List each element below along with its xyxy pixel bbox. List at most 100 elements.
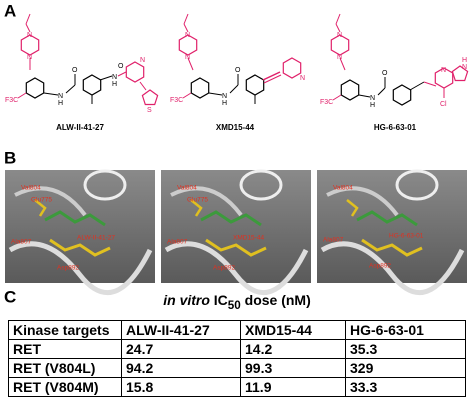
shape xyxy=(377,87,386,96)
table-cell: RET xyxy=(8,339,122,359)
shape: O xyxy=(382,70,388,77)
shape xyxy=(358,94,371,98)
residue xyxy=(34,199,47,217)
title-italic: in vitro xyxy=(163,292,210,308)
protein-ribbon xyxy=(8,241,153,296)
table-cell: XMD15-44 xyxy=(240,320,346,340)
shape: H xyxy=(58,100,63,107)
shape xyxy=(208,92,223,96)
residue-label: Ala807 xyxy=(323,237,344,244)
shape xyxy=(229,84,239,94)
shape xyxy=(183,13,189,25)
table-cell: 11.9 xyxy=(240,377,346,397)
shape: N xyxy=(222,93,227,100)
residue-label: XMD15-44 xyxy=(233,235,264,242)
shape: N xyxy=(112,74,117,81)
table-row: RET 24.7 14.2 35.3 xyxy=(8,339,466,359)
protein-ribbon xyxy=(170,186,243,217)
residue-label: Asp892 xyxy=(369,263,391,270)
shape: HG-6-63-01 xyxy=(374,123,417,132)
structure xyxy=(17,13,159,106)
table-cell: 94.2 xyxy=(121,358,241,378)
shape xyxy=(335,13,341,25)
residue-label: Glu775 xyxy=(187,197,208,204)
protein-ribbon xyxy=(326,186,399,217)
title-rest: dose (nM) xyxy=(244,292,311,308)
structure xyxy=(178,13,302,104)
title-sub: 50 xyxy=(227,298,241,312)
ligand xyxy=(356,210,418,227)
shape: N xyxy=(27,54,32,61)
shape xyxy=(340,79,360,101)
shape xyxy=(125,61,145,83)
residue-label: Val804 xyxy=(333,185,353,192)
shape: N xyxy=(337,32,342,39)
shape xyxy=(409,81,425,91)
shape: ALW-II-41-27 xyxy=(56,123,104,132)
shape: O xyxy=(118,63,124,70)
shape: H xyxy=(462,57,467,64)
residue-label: HG-6-63-01 xyxy=(389,233,424,240)
residue xyxy=(346,199,359,217)
residue-label: Ala807 xyxy=(167,239,188,246)
shape: N xyxy=(185,54,190,61)
title-main: IC xyxy=(213,292,228,308)
shape xyxy=(82,74,102,96)
residue-label: Asp892 xyxy=(57,265,79,272)
shape: N xyxy=(462,64,467,71)
docking-images: Val804 Glu775 Ala807 ALW-II-41-27 Asp892 Val8… xyxy=(5,169,467,296)
residue-label: Glu775 xyxy=(31,197,52,204)
table-cell: RET (V804M) xyxy=(8,377,122,397)
shape: N xyxy=(337,54,342,61)
residue xyxy=(190,199,203,217)
shape xyxy=(25,77,45,99)
shape xyxy=(282,57,302,79)
shape: N xyxy=(58,93,63,100)
shape xyxy=(262,71,281,81)
table-row: RET (V804M) 15.8 11.9 33.3 xyxy=(8,377,466,397)
shape: N xyxy=(441,67,446,74)
shape xyxy=(187,57,194,71)
ligand xyxy=(361,238,423,257)
table-cell: 99.3 xyxy=(240,358,346,378)
residue-label: ALW-II-41-27 xyxy=(77,235,115,242)
shape: Cl xyxy=(440,101,447,108)
protein-ribbon xyxy=(320,241,465,296)
protein-ribbon xyxy=(83,169,127,201)
structure xyxy=(330,13,469,106)
residue-label: Val804 xyxy=(177,185,197,192)
shape xyxy=(182,92,192,99)
shape: F3C xyxy=(320,99,333,106)
table-cell: 15.8 xyxy=(121,377,241,397)
shape: N xyxy=(185,32,190,39)
table-cell: 14.2 xyxy=(240,339,346,359)
shape: S xyxy=(147,107,152,114)
shape xyxy=(245,74,265,96)
table-cell: 35.3 xyxy=(345,339,466,359)
shape xyxy=(423,81,437,87)
residue-label: Asp892 xyxy=(213,265,235,272)
protein-ribbon xyxy=(164,241,309,296)
shape xyxy=(43,92,59,96)
ligand xyxy=(200,210,262,227)
shape: O xyxy=(72,67,78,74)
shape xyxy=(25,13,31,25)
shape xyxy=(17,92,27,99)
shape: C xyxy=(4,287,16,306)
protein-ribbon xyxy=(395,169,439,201)
table-row: Kinase targets ALW-II-41-27 XMD15-44 HG-6-6… xyxy=(8,320,466,340)
table-cell: 24.7 xyxy=(121,339,241,359)
protein-ribbon xyxy=(14,186,87,217)
shape: N xyxy=(140,57,145,64)
shape xyxy=(99,75,113,81)
ligand xyxy=(205,238,267,257)
atom-labels: N N F3C H N O O N H N S xyxy=(5,32,152,114)
shape xyxy=(332,94,342,101)
shape: F3C xyxy=(170,97,183,104)
atom-labels: N N F3C H N O N xyxy=(170,32,305,107)
shape: A xyxy=(4,1,16,20)
shape: B xyxy=(4,148,16,167)
table-cell: HG-6-63-01 xyxy=(345,320,466,340)
